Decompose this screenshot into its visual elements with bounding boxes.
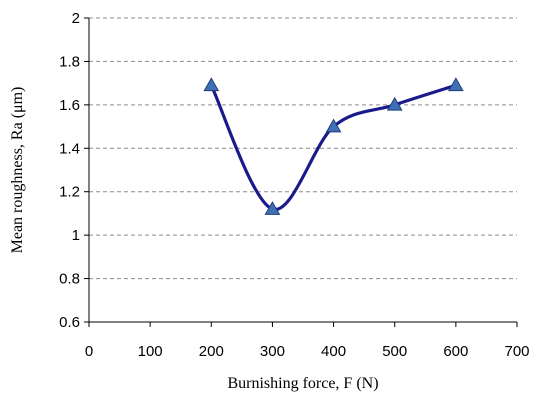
y-tick-label: 2 — [72, 10, 80, 27]
x-axis-title: Burnishing force, F (N) — [227, 375, 378, 392]
y-tick-label: 1.4 — [59, 140, 80, 157]
series — [203, 77, 464, 215]
y-ticks: 0.6 0.8 1 1.2 1.4 1.6 1.8 2 — [59, 10, 89, 331]
grid-lines — [89, 17, 517, 280]
y-tick-label: 1.6 — [59, 97, 80, 114]
x-tick-label: 300 — [260, 343, 285, 360]
x-tick-label: 500 — [382, 343, 407, 360]
x-tick-label: 0 — [85, 343, 93, 360]
x-tick-label: 700 — [504, 343, 529, 360]
data-point-marker — [264, 201, 281, 215]
y-tick-label: 0.8 — [59, 271, 80, 288]
x-tick-label: 100 — [138, 343, 163, 360]
series-line — [209, 83, 458, 211]
x-tick-label: 600 — [443, 343, 468, 360]
y-tick-label: 1.2 — [59, 184, 80, 201]
y-tick-label: 1.8 — [59, 53, 80, 70]
x-ticks: 0 100 200 300 400 500 600 700 — [85, 322, 530, 360]
data-point-marker — [386, 96, 403, 111]
data-point-marker — [325, 118, 342, 133]
x-tick-label: 400 — [321, 343, 346, 360]
x-tick-label: 200 — [199, 343, 224, 360]
data-point-marker — [203, 77, 220, 92]
axes — [88, 18, 517, 323]
y-tick-label: 0.6 — [59, 314, 80, 331]
data-point-marker — [447, 77, 464, 92]
y-tick-label: 1 — [72, 227, 80, 244]
y-axis-title: Mean roughness, Ra (μm) — [9, 87, 26, 254]
